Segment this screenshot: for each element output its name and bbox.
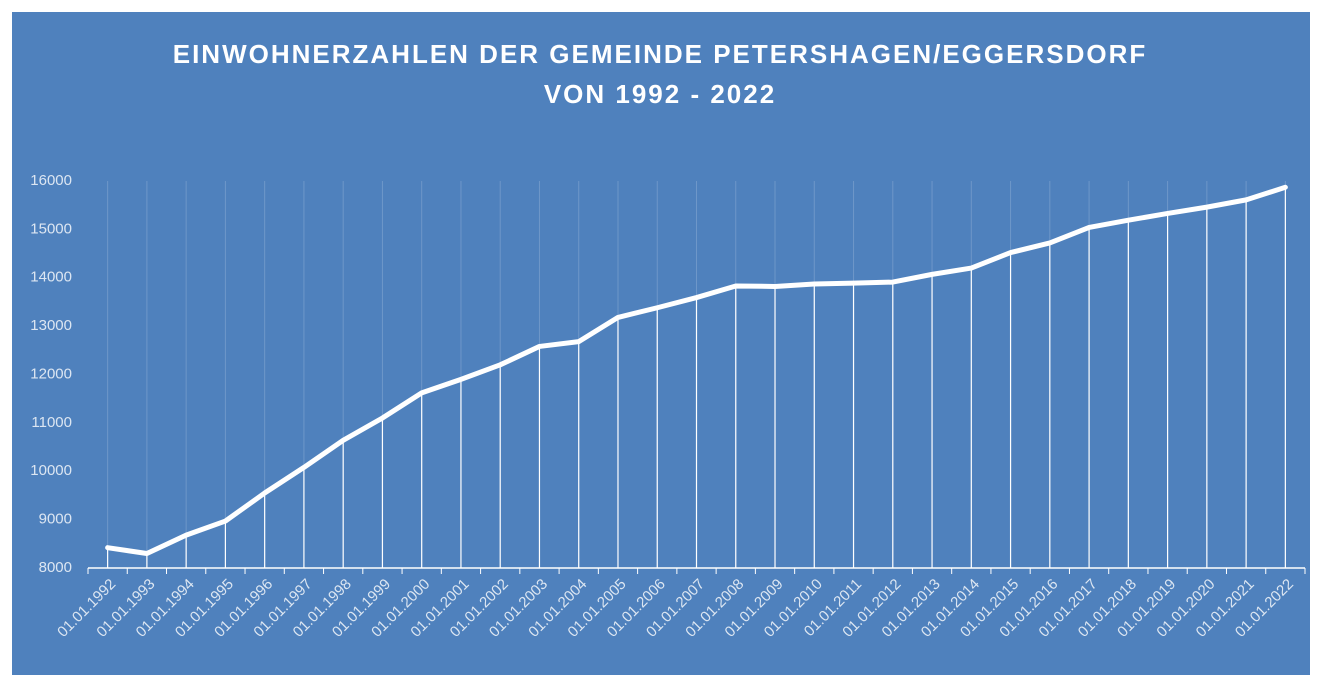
y-tick-label: 8000 — [39, 559, 72, 576]
y-tick-label: 13000 — [30, 317, 72, 334]
y-tick-label: 14000 — [30, 269, 72, 286]
chart-title: EINWOHNERZAHLEN DER GEMEINDE PETERSHAGEN… — [173, 39, 1148, 69]
data-line — [105, 184, 1288, 556]
y-tick-label: 11000 — [31, 414, 72, 431]
y-tick-label: 10000 — [30, 462, 72, 479]
y-tick-label: 16000 — [30, 172, 72, 189]
y-tick-label: 15000 — [30, 220, 72, 237]
y-tick-label: 12000 — [30, 365, 72, 382]
chart-title: VON 1992 - 2022 — [544, 79, 776, 109]
chart-background — [12, 12, 1310, 675]
y-tick-label: 9000 — [39, 511, 72, 528]
